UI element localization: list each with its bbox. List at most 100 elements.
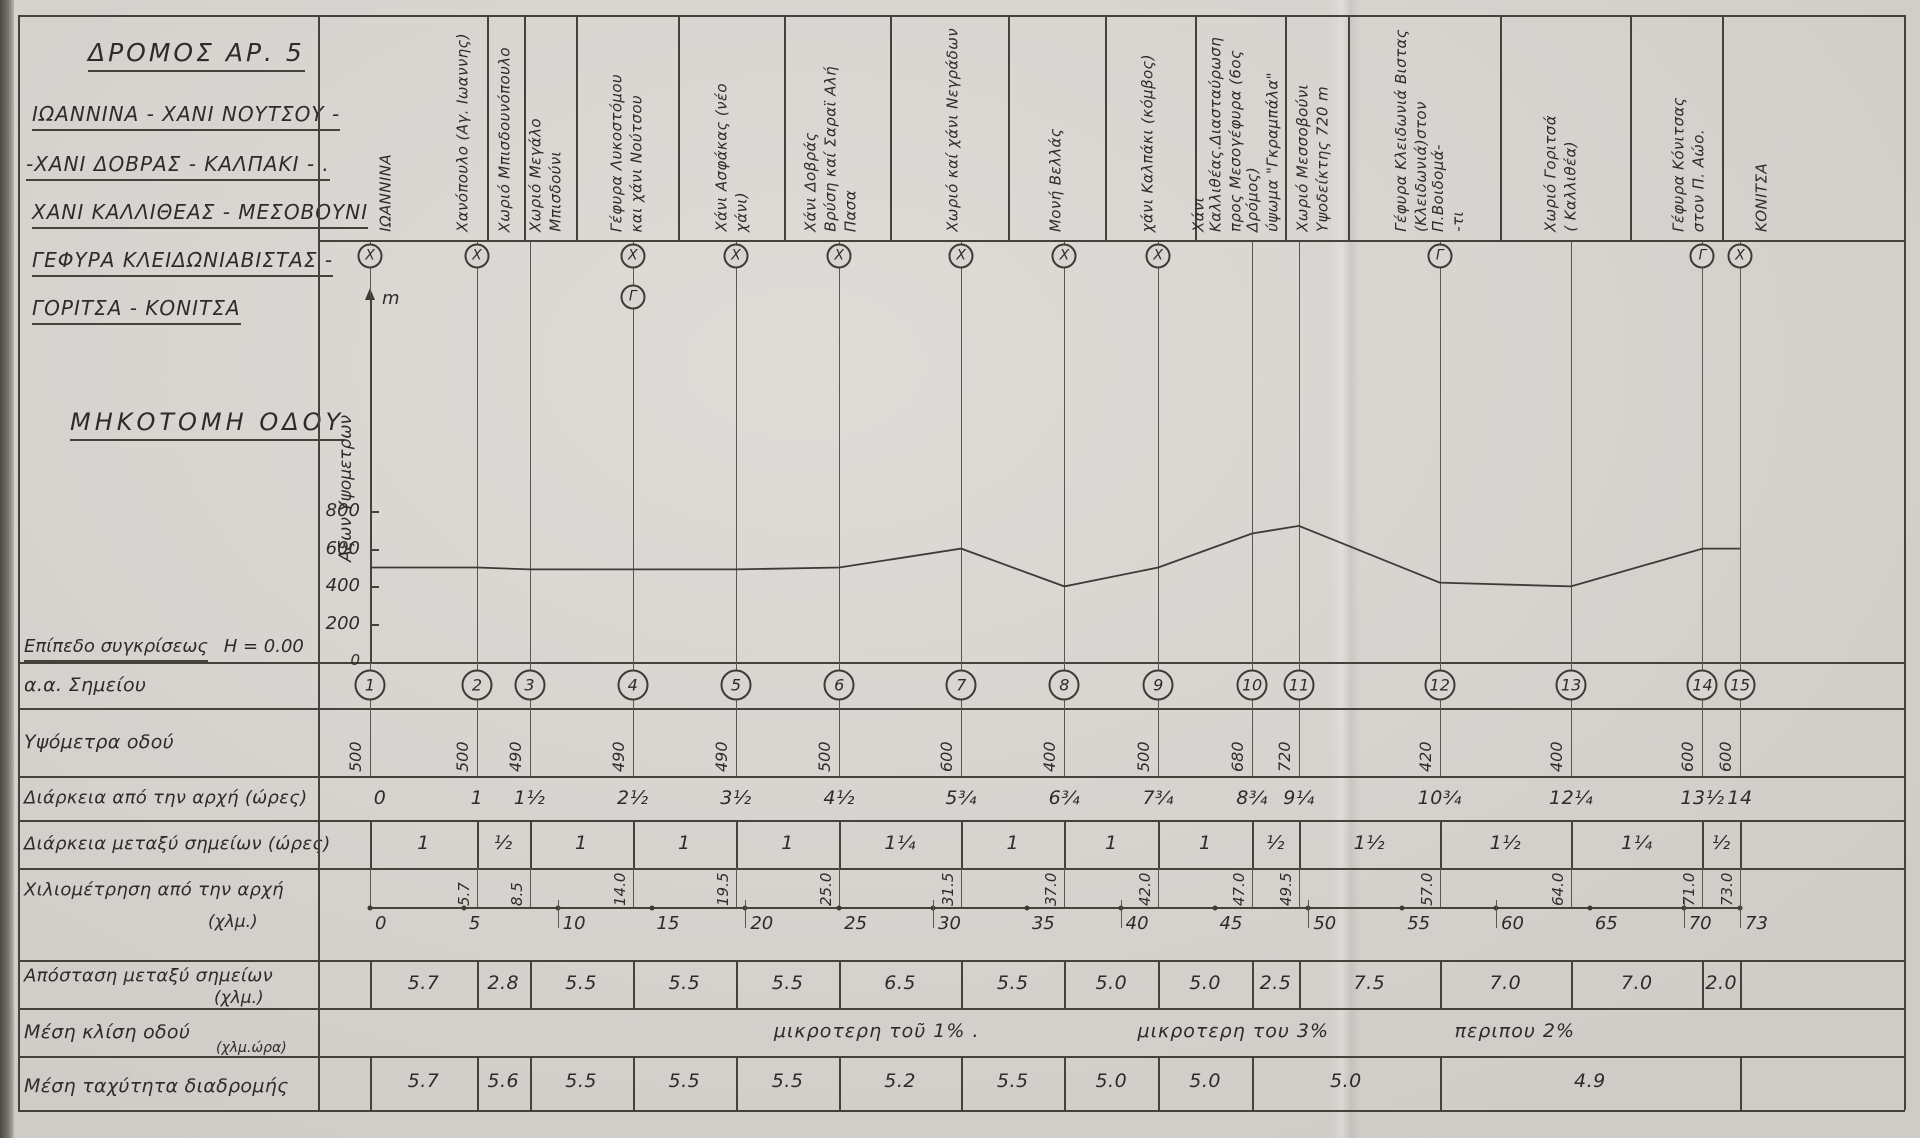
km-tick-dot-65 <box>1587 905 1593 911</box>
elev-row-line-6 <box>839 708 841 776</box>
km-value-14: 71.0 <box>1680 872 1699 906</box>
mean-speed-4: 5.5 <box>668 1070 701 1092</box>
dist-divider-14 <box>1702 960 1705 1008</box>
dist-divider-12 <box>1439 960 1442 1008</box>
station-header-7-line-1: Χωριό καί χάνι Νεγράδων <box>943 28 962 232</box>
elevation-value-7: 600 <box>937 741 957 772</box>
station-header-13: Χωριό Γοριτσά( Καλλιθέα) <box>1542 20 1580 232</box>
between-duration-13: 1¼ <box>1621 832 1653 854</box>
point-circle-6: 6 <box>823 669 855 701</box>
dist-divider-4 <box>632 960 635 1008</box>
header-divider-6 <box>1008 15 1010 240</box>
route-line-2: -ΧΑΝΙ ΔΟΒΡΑΣ - ΚΑΛΠΑΚΙ - . <box>26 152 330 181</box>
elevation-axis-label: Αξων Υψομετρων <box>336 414 356 562</box>
header-divider-2 <box>576 15 578 240</box>
km-tick-label-65: 65 <box>1594 913 1618 934</box>
station-header-8: Μονή Βελλάς <box>1047 20 1065 232</box>
station-header-5: Χάνι Ασφάκας (νέο χάνι) <box>712 20 751 232</box>
elev-row-line-7 <box>961 708 963 776</box>
elevation-value-5: 490 <box>711 741 731 772</box>
bridge-marker-4: Γ <box>620 284 646 310</box>
speed-divider-5 <box>735 1056 738 1110</box>
frame-right <box>1904 15 1906 1110</box>
point-circle-1: 1 <box>354 669 386 701</box>
station-header-5-line-1: Χάνι Ασφάκας (νέο <box>712 83 731 232</box>
km-tick-label-20: 20 <box>750 913 774 934</box>
km-tick-label-55: 55 <box>1407 913 1431 934</box>
km-row-line-11 <box>1298 868 1300 908</box>
km-row-line-2 <box>476 868 478 908</box>
station-header-4-line-1: Γέφυρα Λυκοστόμου <box>607 73 626 232</box>
elev-row-line-15 <box>1740 708 1741 776</box>
dist-divider-5 <box>735 960 738 1008</box>
km-tick-dot-5 <box>461 905 467 911</box>
dist-divider-6 <box>839 960 842 1008</box>
km-tick-label-50: 50 <box>1313 913 1337 934</box>
km-row-line-8 <box>1064 868 1066 908</box>
km-row-line-14 <box>1702 868 1704 908</box>
distance-between-7: 5.5 <box>996 972 1029 994</box>
km-tick-dot-0 <box>367 905 373 911</box>
row-label-speed-unit: (χλμ.ώρα) <box>216 1040 287 1056</box>
slope-note-2: μικροτερη του 3% <box>1137 1020 1330 1042</box>
point-circle-4: 4 <box>617 669 649 701</box>
station-guide-line-5 <box>735 242 737 662</box>
station-guide-line-7 <box>961 242 963 662</box>
speed-divider-7 <box>961 1056 964 1110</box>
between-divider-11 <box>1298 820 1301 868</box>
elev-row-line-9 <box>1158 708 1160 776</box>
elevation-value-13: 400 <box>1547 741 1567 772</box>
station-header-2-line-1: Χανόπουλο (Αγ. Ιωαννης) <box>453 33 472 232</box>
station-header-6: Χάνι Δοβράς Βρύση καί Σαραϊ Αλή Πασα <box>802 20 860 232</box>
hani-marker-8: X <box>1051 243 1077 269</box>
distance-between-4: 5.5 <box>668 972 701 994</box>
distance-between-5: 5.5 <box>771 972 804 994</box>
elev-tick-label-600: 600 <box>325 537 360 559</box>
distance-between-13: 7.0 <box>1620 972 1653 994</box>
elevation-value-9: 500 <box>1134 741 1154 772</box>
speed-divider-1 <box>370 1056 372 1110</box>
point-circle-9: 9 <box>1142 669 1174 701</box>
drawing-type-title: ΜΗΚΟΤΟΜΗ ΟΔΟΥ <box>70 408 345 441</box>
dist-divider-10 <box>1252 960 1255 1008</box>
cum-duration-6: 4½ <box>823 787 855 809</box>
speed-divider-10 <box>1252 1056 1255 1110</box>
km-value-4: 14.0 <box>610 872 629 906</box>
station-header-4: Γέφυρα Λυκοστόμου και χάνι Νούτσου <box>607 20 646 232</box>
km-tick-label-25: 25 <box>844 913 868 934</box>
elev-tick-600 <box>370 548 379 551</box>
elev-row-line-12 <box>1439 708 1441 776</box>
km-tick-mark-10 <box>557 900 559 928</box>
row-label-km-1: Χιλιομέτρηση από την αρχή <box>24 879 284 901</box>
station-header-extra: Χωριό Μπισδουνόπουλο <box>496 20 514 232</box>
station-header-14-line-1: Γέφυρα Κόνιτσας <box>1669 97 1688 232</box>
between-divider-14 <box>1702 820 1705 868</box>
datum-note: Επίπεδο συγκρίσεως Η = 0.00 <box>24 636 304 662</box>
row-border-6 <box>18 1008 1905 1010</box>
road-number-title: ΔΡΟΜΟΣ ΑΡ. 5 <box>88 38 305 72</box>
header-divider-9 <box>1285 15 1287 240</box>
header-divider-8 <box>1195 15 1197 240</box>
station-header-7: Χωριό καί χάνι Νεγράδων <box>943 20 962 232</box>
elevation-value-2: 500 <box>452 741 472 772</box>
km-tick-mark-20 <box>745 900 747 928</box>
elevation-value-15: 600 <box>1716 741 1735 772</box>
bridge-marker-14: Γ <box>1689 243 1715 269</box>
slope-note-3: περιπου 2% <box>1454 1020 1575 1042</box>
km-tick-label-30: 30 <box>938 913 961 934</box>
km-tick-label-73: 73 <box>1745 913 1768 934</box>
station-header-10-line-2: προς Μεσογέφυρα (6ος Δρόμος) <box>1226 49 1262 232</box>
dist-divider-7 <box>961 960 964 1008</box>
dist-divider-13 <box>1571 960 1574 1008</box>
station-header-11: Χωριό Μεσσοβούνι Υψοδείκτης 720 m <box>1294 20 1332 232</box>
km-value-7: 31.5 <box>939 872 958 906</box>
mean-speed-3: 5.5 <box>565 1070 597 1092</box>
km-tick-label-15: 15 <box>656 913 680 934</box>
km-row-line-1 <box>370 868 371 908</box>
paper-edge <box>0 0 14 1138</box>
between-duration-8: 1 <box>1105 832 1118 854</box>
slope-note-1: μικροτερη τοῦ 1% . <box>773 1020 980 1042</box>
station-header-3-line-1: Χωριό Μεγάλο <box>526 117 545 232</box>
station-header-2: Χανόπουλο (Αγ. Ιωαννης) <box>453 20 472 232</box>
